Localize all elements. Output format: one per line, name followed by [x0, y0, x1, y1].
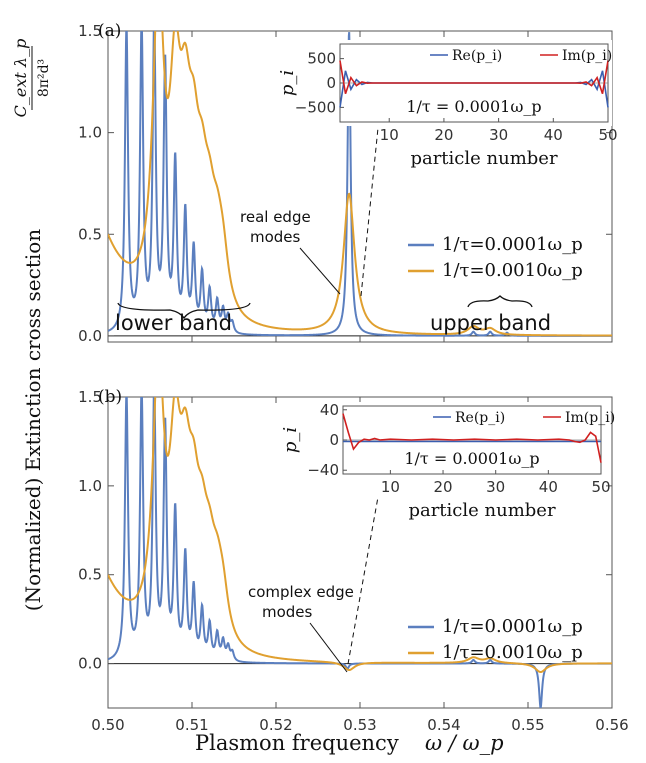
- annotation-real-edge-2: modes: [250, 228, 301, 246]
- inset-xlabel: particle number: [410, 148, 557, 169]
- x-tick-label: 0.54: [427, 716, 460, 734]
- inset-pointer-line: [347, 496, 379, 665]
- series-line-1: [108, 397, 612, 674]
- inset-y-tick-label: 500: [307, 50, 336, 68]
- upper-band-brace: [467, 295, 533, 308]
- panel-b: 0.0 0.5 1.0 1.5(b) 1/τ=0.0001ω_p 1/τ=0.0010ω_…: [78, 387, 629, 734]
- inset-legend-label-0: Re(p_i): [452, 48, 502, 64]
- panel-label: (b): [98, 387, 122, 407]
- inset-y-tick-label: −40: [307, 461, 339, 479]
- ylabel-fraction-denominator: 8π²d³: [36, 59, 52, 97]
- inset-pointer-line: [360, 127, 379, 297]
- ylabel-fraction: C_ext λ_p 8π²d³: [11, 39, 52, 118]
- series-line-1: [108, 31, 612, 337]
- y-tick-label: 0.0: [78, 655, 102, 673]
- panel-label: (a): [98, 21, 121, 41]
- inset-y-tick-label: 0: [329, 431, 339, 449]
- y-tick-label: 1.5: [78, 22, 102, 40]
- annotation-upper-band: upper band: [430, 311, 551, 335]
- annotation-real-edge: real edge: [240, 208, 311, 226]
- inset-x-tick-label: 50: [591, 478, 610, 496]
- inset-x-tick-label: 10: [380, 126, 399, 144]
- annotation-arrow: [309, 622, 348, 673]
- ylabel-text: (Normalized) Extinction cross section: [21, 229, 45, 611]
- inset-x-tick-label: 20: [434, 126, 453, 144]
- annotation-complex-edge: complex edge: [248, 583, 354, 601]
- legend-label-0: 1/τ=0.0001ω_p: [442, 616, 583, 637]
- inset-y-tick-label: 40: [320, 401, 339, 419]
- inset-series-1: [342, 413, 602, 463]
- inset-legend-label-0: Re(p_i): [455, 410, 505, 426]
- inset-legend-label-1: Im(p_i): [562, 48, 612, 64]
- inset-x-tick-label: 20: [433, 478, 452, 496]
- x-tick-label: 0.55: [511, 716, 544, 734]
- x-tick-label: 0.52: [259, 716, 292, 734]
- inset-x-tick-label: 10: [381, 478, 400, 496]
- x-tick-label: 0.50: [91, 716, 124, 734]
- inset-x-tick-label: 40: [544, 126, 563, 144]
- y-tick-label: 0.5: [78, 566, 102, 584]
- annotation-arrow: [299, 247, 341, 295]
- inset-note: 1/τ = 0.0001ω_p: [404, 449, 539, 468]
- legend-label-0: 1/τ=0.0001ω_p: [442, 234, 583, 255]
- inset-ylabel: p_i: [277, 70, 298, 96]
- y-tick-label: 1.0: [78, 477, 102, 495]
- inset-series-1: [339, 60, 609, 94]
- global-xlabel: Plasmon frequency ω / ω_p: [195, 731, 504, 755]
- inset-note: 1/τ = 0.0001ω_p: [406, 97, 541, 116]
- inset-y-tick-label: −500: [295, 98, 336, 116]
- y-tick-label: 1.5: [78, 388, 102, 406]
- inset-x-tick-label: 40: [539, 478, 558, 496]
- inset-y-tick-label: 0: [326, 74, 336, 92]
- y-tick-label: 0.0: [78, 327, 102, 345]
- xlabel-symbol: ω / ω_p: [425, 731, 504, 755]
- x-tick-label: 0.53: [343, 716, 376, 734]
- legend-label-1: 1/τ=0.0010ω_p: [442, 260, 583, 281]
- ylabel-fraction-numerator: C_ext λ_p: [11, 39, 30, 118]
- legend-label-1: 1/τ=0.0010ω_p: [442, 642, 583, 663]
- panel-a: 0.0 0.5 1.0 1.5(a) 1/τ=0.0001ω_p 1/τ=0.0010ω_…: [78, 21, 617, 345]
- global-ylabel: (Normalized) Extinction cross section: [21, 229, 45, 611]
- y-tick-label: 0.5: [78, 225, 102, 243]
- annotation-lower-band: lower band: [115, 311, 232, 335]
- lower-band-brace: [117, 302, 251, 320]
- x-tick-label: 0.51: [175, 716, 208, 734]
- inset-ylabel: p_i: [280, 427, 301, 453]
- inset-x-tick-label: 30: [489, 126, 508, 144]
- x-tick-label: 0.56: [595, 716, 628, 734]
- inset-legend-label-1: Im(p_i): [565, 410, 615, 426]
- inset-x-tick-label: 30: [486, 478, 505, 496]
- xlabel-text: Plasmon frequency: [195, 731, 399, 755]
- inset-x-tick-label: 50: [598, 126, 617, 144]
- y-tick-label: 1.0: [78, 124, 102, 142]
- inset-xlabel: particle number: [408, 500, 555, 521]
- annotation-complex-edge-2: modes: [262, 603, 313, 621]
